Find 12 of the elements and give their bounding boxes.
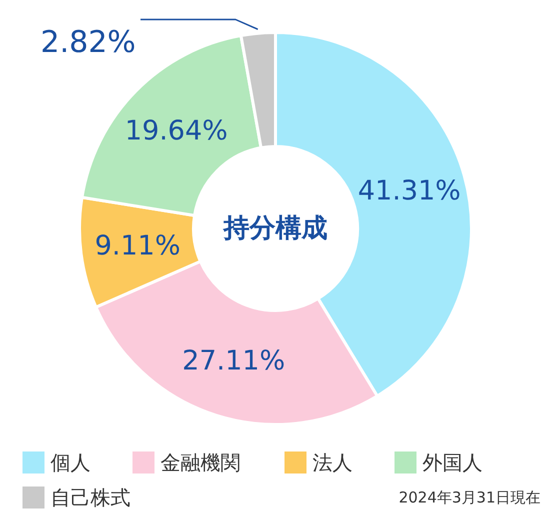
legend-label: 個人 xyxy=(50,450,90,474)
data-label: 27.11% xyxy=(182,346,286,377)
legend-label: 金融機関 xyxy=(160,450,240,474)
legend-label: 法人 xyxy=(312,450,352,474)
legend-label: 自己株式 xyxy=(50,486,130,510)
legend-label: 外国人 xyxy=(422,450,482,474)
data-label: 41.31% xyxy=(358,176,461,207)
data-label: 2.82% xyxy=(40,25,136,60)
data-label: 9.11% xyxy=(94,230,181,262)
text: 持分構成 xyxy=(222,214,328,244)
text: 2024年3月31日現在 xyxy=(398,488,541,506)
data-label: 19.64% xyxy=(124,116,228,147)
